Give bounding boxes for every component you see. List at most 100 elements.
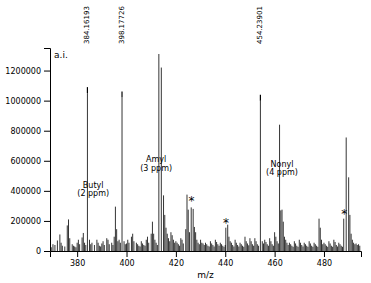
text-line: Nonyl [271, 160, 294, 169]
peak [284, 237, 285, 251]
peak [125, 244, 126, 251]
peak [309, 241, 310, 251]
peak [340, 244, 341, 251]
peak [152, 222, 153, 251]
y-tick-label: 400000 [10, 187, 41, 196]
peak [300, 243, 301, 251]
peak [301, 245, 302, 251]
y-tick: 800000 [10, 127, 50, 136]
x-tick-label: 460 [267, 259, 282, 268]
x-tick: 460 [267, 251, 282, 268]
peak [262, 241, 263, 251]
x-tick: 380 [70, 251, 85, 268]
peak [302, 246, 303, 251]
peak [325, 244, 326, 251]
peak [77, 243, 78, 251]
peak [267, 244, 268, 251]
x-tick-label: 420 [169, 259, 184, 268]
peak [286, 243, 287, 251]
peak [173, 240, 174, 251]
peak [293, 247, 294, 251]
peak [188, 210, 189, 251]
peak [235, 240, 236, 251]
peak [305, 244, 306, 251]
peak [141, 241, 142, 251]
peak [74, 246, 75, 251]
x-tick-mark [275, 251, 276, 257]
peak [75, 247, 76, 251]
peak [119, 240, 120, 251]
peak [183, 243, 184, 251]
y-tick-mark [44, 221, 50, 222]
peak [231, 243, 232, 251]
y-tick: 400000 [10, 187, 50, 196]
peak [330, 243, 331, 251]
peak [238, 246, 239, 251]
peak [216, 242, 217, 251]
peak [57, 240, 58, 251]
peak [331, 246, 332, 251]
peak [233, 246, 234, 251]
peak [204, 245, 205, 251]
peak [79, 244, 80, 251]
peak [89, 240, 90, 251]
peak [252, 244, 253, 251]
peak [274, 232, 275, 251]
peak [132, 234, 133, 251]
peak [277, 241, 278, 251]
peak [203, 243, 204, 251]
peak [248, 245, 249, 251]
peak-annotation-label: 398.17726 [118, 6, 126, 44]
peak [178, 244, 179, 251]
peak [341, 246, 342, 251]
peak [351, 234, 352, 251]
peak [307, 247, 308, 251]
peak [127, 240, 128, 251]
y-tick: 1000000 [5, 97, 50, 106]
peak [104, 245, 105, 251]
peak [353, 243, 354, 251]
peak [282, 210, 283, 251]
peak [256, 241, 257, 251]
peak [195, 232, 196, 251]
peak [207, 246, 208, 251]
peak [332, 247, 333, 251]
peak [209, 246, 210, 251]
y-tick-label: 800000 [10, 127, 41, 136]
peak [219, 246, 220, 251]
peak [185, 229, 186, 251]
text-line: (3 ppm) [140, 164, 172, 173]
peak [153, 234, 154, 251]
peak [116, 229, 117, 251]
peak [177, 243, 178, 251]
asterisk: * [188, 194, 194, 208]
peak [61, 243, 62, 251]
peak [228, 237, 229, 251]
peak [109, 244, 110, 251]
peak [285, 240, 286, 251]
peak [112, 245, 113, 251]
peak [346, 137, 347, 251]
peak [98, 243, 99, 251]
y-axis-title: a.i. [54, 50, 68, 60]
peak [312, 247, 313, 251]
y-tick-mark [44, 191, 50, 192]
peak [214, 246, 215, 251]
peak [356, 243, 357, 251]
plot: 3804004204404604800200000400000600000800… [5, 6, 361, 280]
peak [283, 222, 284, 251]
peak [321, 240, 322, 251]
peak [294, 241, 295, 251]
peak [272, 244, 273, 251]
y-tick-label: 1200000 [5, 67, 41, 76]
peak [326, 246, 327, 251]
x-tick: 480 [317, 251, 332, 268]
x-axis-title: m/z [197, 270, 214, 280]
peak [254, 238, 255, 251]
peak [138, 246, 139, 251]
tag-label: Amyl(3 ppm) [140, 155, 172, 173]
peak [306, 246, 307, 251]
peak [164, 215, 165, 251]
peak [67, 225, 68, 251]
x-tick-label: 480 [317, 259, 332, 268]
